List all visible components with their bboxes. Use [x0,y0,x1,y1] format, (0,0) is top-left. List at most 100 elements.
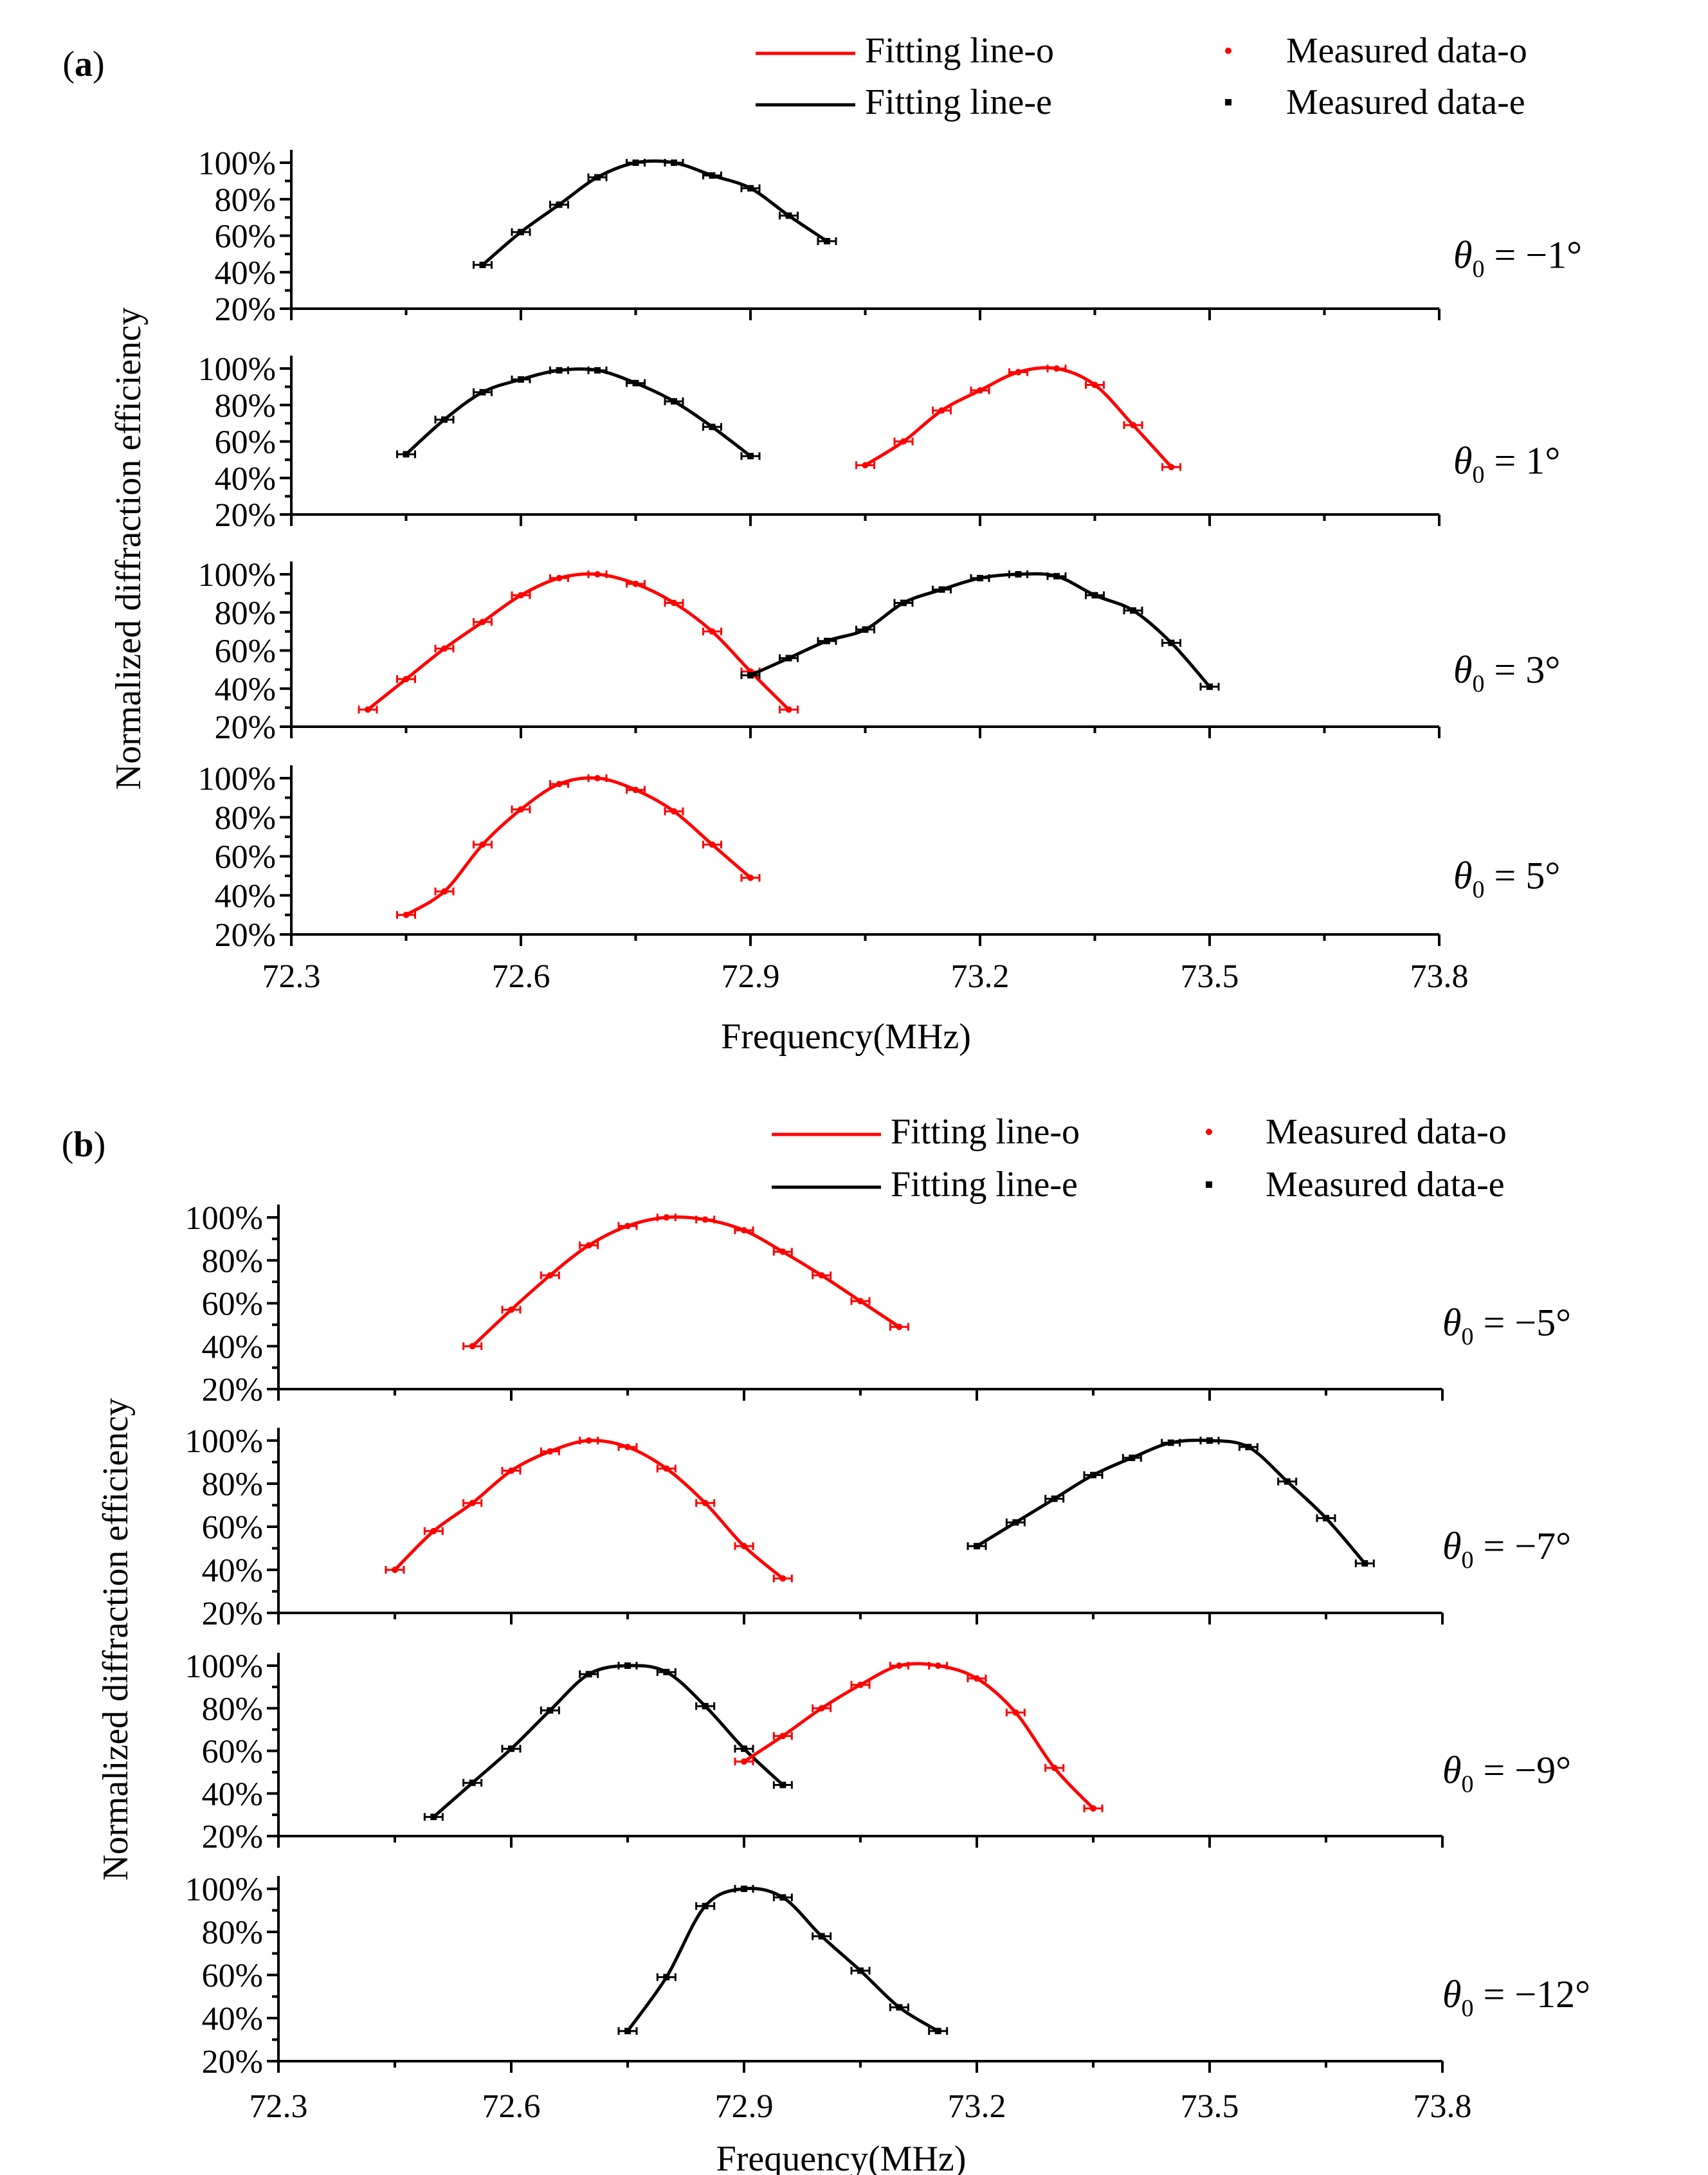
data-point-o [664,807,684,815]
data-point-o [695,1499,716,1507]
data-point-e [1199,682,1220,691]
data-point-e [626,159,646,167]
data-point-e [702,171,722,179]
marker-e [702,1702,709,1709]
data-point-o [579,1241,599,1250]
legend: Fitting line-o Fitting line-e Measured dat… [772,1112,1507,1205]
data-point-e [434,415,455,424]
data-point-o [549,780,569,788]
marker-e [624,2028,631,2035]
x-tick-label: 72.9 [722,958,780,995]
data-point-o [1085,381,1105,389]
marker-o [779,1733,786,1740]
marker-o [441,888,448,895]
marker-e [896,2004,903,2011]
marker-o [934,1662,941,1669]
legend: Fitting line-o Fitting line-e Measured dat… [756,31,1527,122]
y-tick-label: 20% [202,1372,263,1408]
marker-e [785,655,792,662]
data-point-e [740,452,761,460]
data-point-e [1123,606,1143,615]
marker-o [403,675,410,682]
data-point-o [695,1215,716,1224]
data-point-o [1044,1764,1065,1772]
marker-e [1090,1471,1096,1479]
x-tick-label: 73.2 [948,2088,1006,2125]
marker-o [508,1306,514,1313]
marker-e [747,185,754,192]
data-point-e [396,450,416,459]
y-tick-label: 100% [185,1871,263,1908]
subplot-4: 20%40%60%80%100% θ0 = 5° [198,761,1561,954]
marker-o [547,1448,554,1455]
marker-o [702,1500,709,1507]
marker-o [1130,421,1136,428]
subplot-3: 20%40%60%80%100% θ0 = 3° [198,557,1561,746]
data-point-o [1008,368,1028,376]
data-point-e [656,1973,677,1981]
y-tick-label: 60% [215,424,276,461]
marker-e [479,388,486,396]
legend-meas-e-marker [1225,99,1231,105]
data-point-e [617,1662,638,1670]
data-point-o [734,1226,754,1235]
marker-e [824,637,830,644]
y-tick-label: 60% [215,633,276,670]
y-tick-label: 40% [202,1552,263,1589]
marker-o [508,1467,514,1474]
data-point-e [501,1745,522,1753]
data-point-e [1005,1518,1026,1527]
panel-label: (b) [62,1125,105,1165]
theta-label: θ0 = −9° [1442,1749,1571,1798]
marker-o [624,1223,631,1230]
data-point-o [396,675,416,683]
marker-o [747,874,754,881]
data-point-e [549,201,569,209]
data-point-e [817,237,837,246]
marker-o [585,1437,592,1444]
data-point-o [511,805,531,814]
marker-o [818,1272,825,1279]
chart-panel-b: (b) Fitting line-o Fitting line-e Measured … [62,1112,1590,2175]
fit-line-e [432,1664,785,1819]
marker-o [556,574,563,581]
marker-e [709,423,716,430]
y-tick-label: 80% [202,1243,263,1280]
marker-o [741,1227,747,1234]
marker-e [594,174,601,181]
data-point-o [855,461,875,469]
marker-o [430,1527,437,1534]
x-axis-title: Frequency(MHz) [716,2139,967,2175]
y-tick-label: 60% [215,839,276,876]
panel-label: (a) [62,44,104,84]
marker-o [1091,381,1098,388]
x-tick-label: 73.5 [1181,2088,1239,2125]
marker-o [469,1500,476,1507]
y-tick-label: 60% [202,1509,263,1546]
marker-o [624,1444,631,1451]
data-point-e [893,599,914,607]
legend-meas-e-label: Measured data-e [1286,82,1525,122]
data-point-e [740,671,761,680]
fit-line-o [743,1662,1095,1810]
fit-line-o [864,366,1173,468]
fit-line-e [976,1438,1367,1565]
data-point-e [889,2003,909,2012]
data-point-o [967,1674,987,1682]
marker-o [479,619,486,626]
x-axis-title: Frequency(MHz) [721,1017,971,1057]
data-point-e [779,212,799,220]
y-tick-label: 100% [185,1200,263,1237]
legend-meas-o-marker [1225,48,1231,54]
data-point-o [850,1680,871,1689]
legend-meas-o-label: Measured data-o [1266,1112,1507,1152]
marker-e [547,1707,554,1714]
fit-line-e [481,159,828,266]
marker-e [1051,1495,1058,1502]
fit-line-o [471,1215,900,1348]
data-point-o [462,1499,483,1507]
marker-o [547,1272,554,1279]
marker-o [1051,1765,1058,1771]
marker-o [585,1242,592,1249]
data-point-o [889,1323,909,1331]
